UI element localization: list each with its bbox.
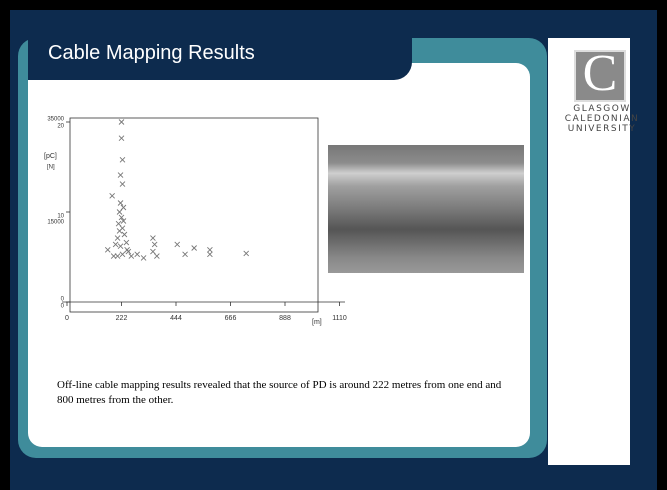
- page: Cable Mapping Results C GLASGOWCALEDONIA…: [0, 0, 667, 490]
- point: [141, 255, 146, 260]
- point: [118, 201, 123, 206]
- x-tick-label: 444: [170, 315, 182, 322]
- point: [125, 247, 130, 252]
- x-tick-label: 666: [225, 315, 237, 322]
- y2-axis-label: [pC]: [44, 153, 57, 160]
- chart: [pC] [N] [m] 022244466688811100102001500…: [0, 0, 667, 490]
- y2-tick-label: 15000: [47, 219, 64, 225]
- point: [207, 247, 212, 252]
- y-axis-label: [N]: [47, 165, 55, 171]
- x-tick-label: 0: [65, 315, 69, 322]
- point: [135, 252, 140, 257]
- point: [175, 242, 180, 247]
- point: [120, 182, 125, 187]
- point: [207, 252, 212, 257]
- point: [118, 244, 123, 249]
- x-tick-label: 222: [116, 315, 128, 322]
- point: [117, 210, 122, 215]
- point: [122, 232, 127, 237]
- point: [152, 242, 157, 247]
- point: [150, 236, 155, 241]
- point: [119, 120, 124, 125]
- y-tick-label: 0: [61, 304, 65, 310]
- point: [120, 157, 125, 162]
- point: [115, 236, 120, 241]
- point: [117, 228, 122, 233]
- y2-tick-label: 35000: [47, 117, 64, 123]
- point: [110, 193, 115, 198]
- point: [119, 136, 124, 141]
- x-tick-label: 888: [279, 315, 291, 322]
- x-tick-label: 1110: [332, 315, 347, 322]
- point: [105, 247, 110, 252]
- point: [244, 251, 249, 256]
- point: [154, 254, 159, 259]
- point: [183, 252, 188, 257]
- y-tick-label: 20: [57, 124, 64, 130]
- plot-frame: [70, 118, 318, 312]
- point: [124, 240, 129, 245]
- x-axis-label: [m]: [312, 319, 322, 326]
- point: [118, 173, 123, 178]
- point: [113, 242, 118, 247]
- point: [111, 254, 116, 259]
- point: [120, 252, 125, 257]
- point: [129, 254, 134, 259]
- point: [192, 246, 197, 251]
